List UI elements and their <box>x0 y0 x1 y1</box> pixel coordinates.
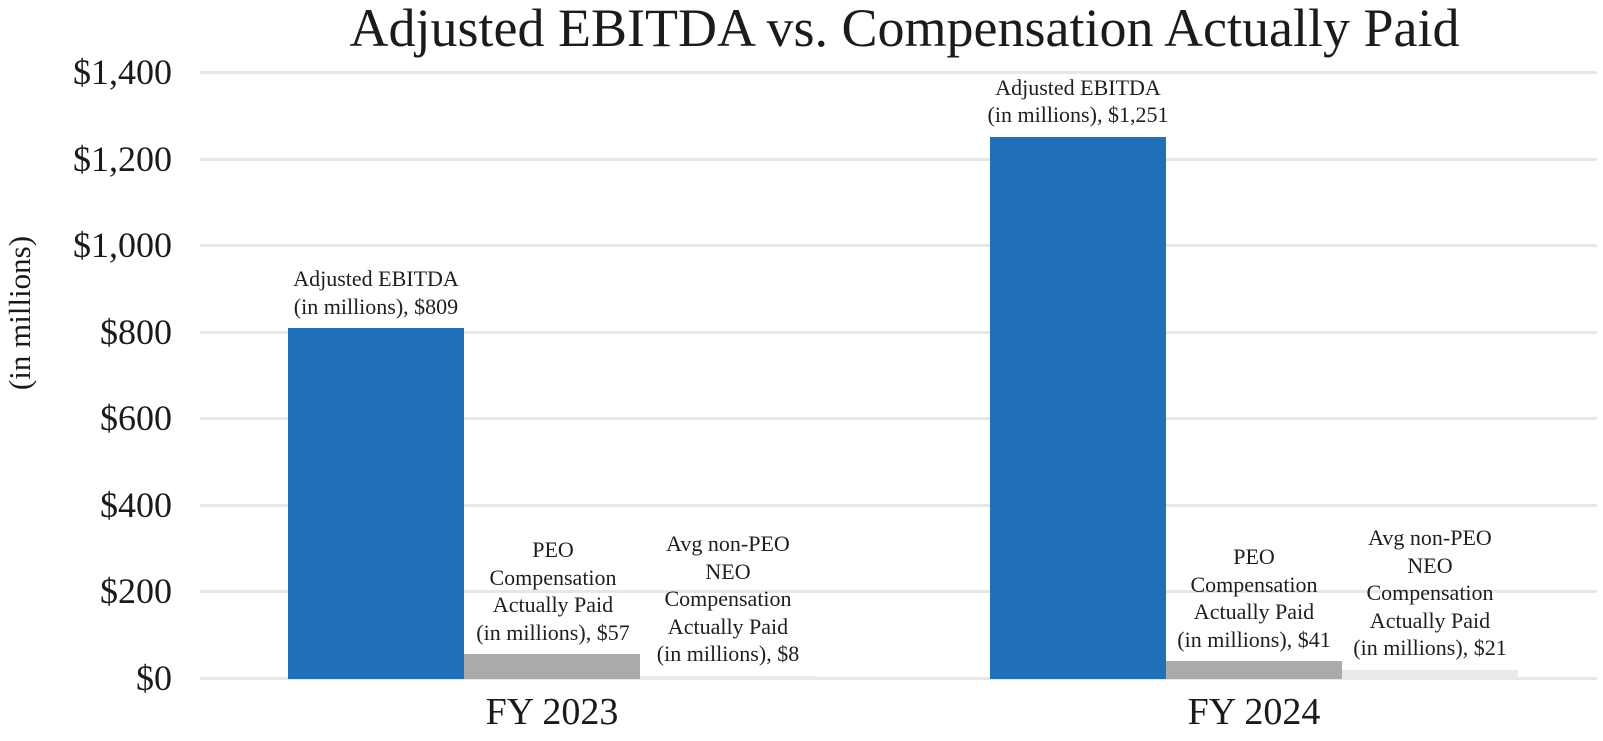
y-axis-tick-label: $1,200 <box>73 139 172 179</box>
y-axis-tick-label: $200 <box>100 571 172 611</box>
gridline <box>200 331 1597 334</box>
gridline <box>200 244 1597 247</box>
x-axis-category-label: FY 2024 <box>1187 691 1321 733</box>
bar-peo-cap-fy2023 <box>464 654 640 679</box>
y-axis-tick-label: $0 <box>136 658 172 698</box>
bar-peo-cap-fy2024 <box>1166 661 1342 679</box>
bar-data-label: PEO Compensation Actually Paid (in milli… <box>1177 544 1331 652</box>
x-axis-category-label: FY 2023 <box>485 691 619 733</box>
bar-avg-non-peo-neo-cap-fy2023 <box>640 675 816 679</box>
gridline <box>200 417 1597 420</box>
bar-data-label: Adjusted EBITDA (in millions), $809 <box>293 266 459 319</box>
bar-data-label: Avg non-PEO NEO Compensation Actually Pa… <box>656 531 800 666</box>
gridline <box>200 71 1597 74</box>
y-axis-tick-label: $600 <box>100 398 172 438</box>
chart-title: Adjusted EBITDA vs. Compensation Actuall… <box>349 0 1460 58</box>
y-axis-tick-label: $1,000 <box>73 225 172 265</box>
y-axis-tick-label: $400 <box>100 485 172 525</box>
gridline <box>200 590 1597 593</box>
bar-data-label: Adjusted EBITDA (in millions), $1,251 <box>987 74 1169 128</box>
bar-adjusted-ebitda-fy2024 <box>990 136 1166 679</box>
gridline <box>200 677 1597 680</box>
bar-data-label: PEO Compensation Actually Paid (in milli… <box>476 537 630 645</box>
bar-adjusted-ebitda-fy2023 <box>288 328 464 679</box>
bar-data-label: Avg non-PEO NEO Compensation Actually Pa… <box>1353 525 1507 661</box>
bar-avg-non-peo-neo-cap-fy2024 <box>1342 669 1518 679</box>
y-axis-tick-label: $800 <box>100 312 172 352</box>
gridline <box>200 504 1597 507</box>
y-axis-tick-label: $1,400 <box>73 52 172 92</box>
gridline <box>200 158 1597 161</box>
